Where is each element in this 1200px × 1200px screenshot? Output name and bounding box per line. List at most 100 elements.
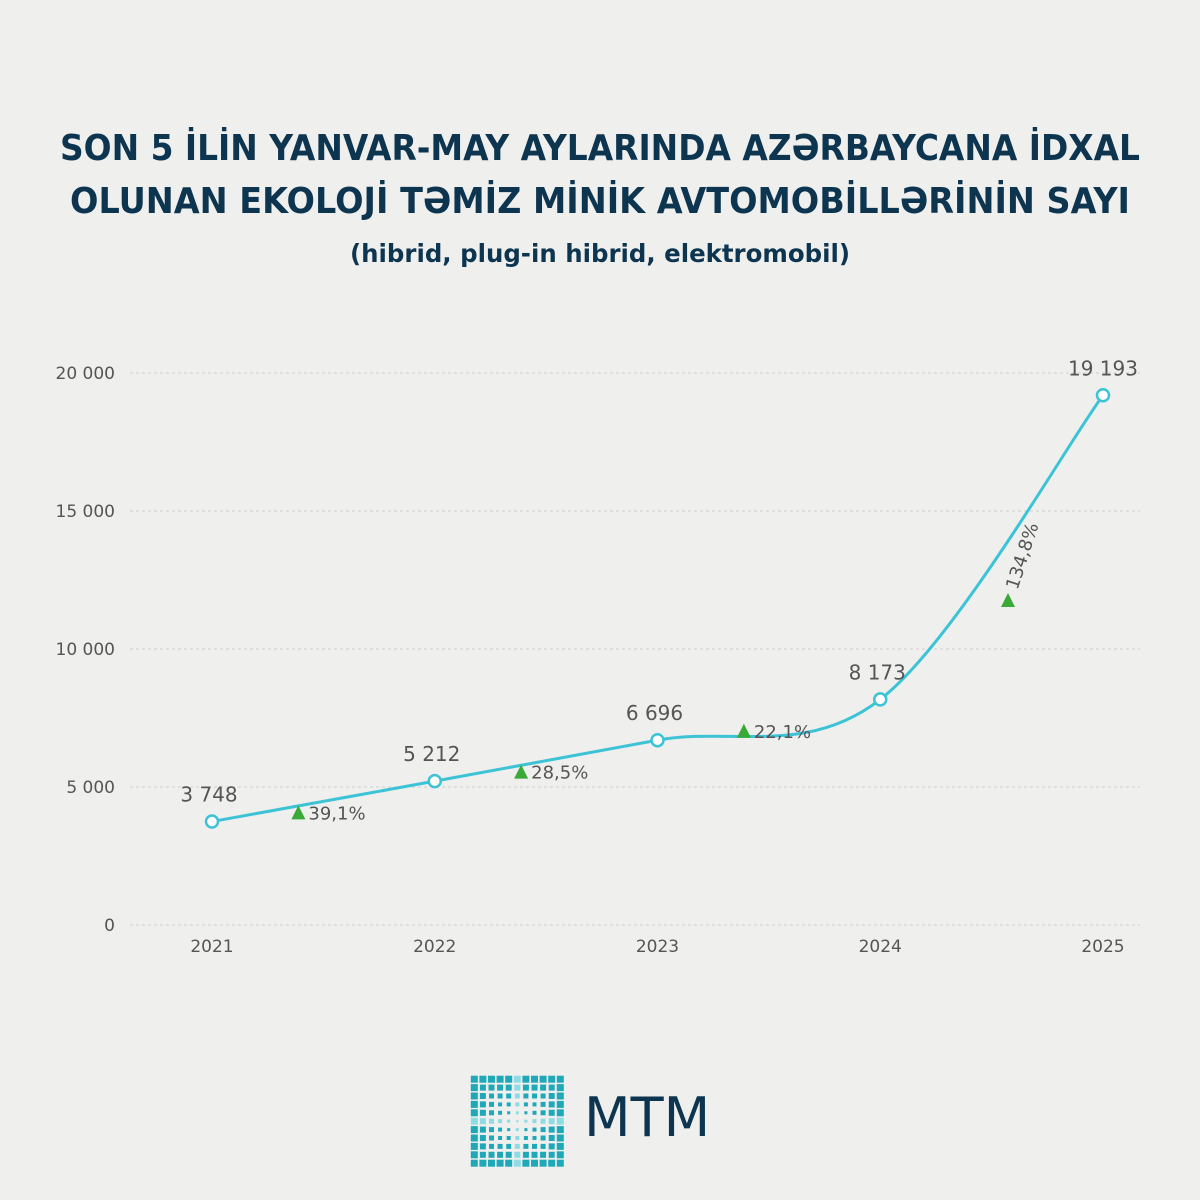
x-tick-label: 2023 [636, 937, 679, 957]
logo-cell [556, 1109, 564, 1117]
point [873, 692, 888, 707]
logo-cell [548, 1084, 555, 1091]
logo-cell [514, 1143, 520, 1149]
logo-cell [531, 1151, 538, 1158]
logo-cell [540, 1127, 546, 1133]
logo-cell [548, 1159, 556, 1167]
logo-cell [532, 1119, 537, 1124]
logo-cell [556, 1084, 564, 1092]
logo-cell [479, 1118, 486, 1125]
x-tick-label: 2022 [413, 937, 456, 957]
logo-cell [470, 1092, 478, 1100]
logo-cell [479, 1143, 486, 1150]
growth-label: 22,1% [754, 722, 811, 743]
logo-cell [506, 1143, 512, 1149]
logo-cell [523, 1102, 528, 1107]
logo-cell [497, 1084, 504, 1091]
logo-cell [489, 1118, 494, 1124]
y-tick-label: 20 000 [56, 364, 115, 384]
logo-cell [524, 1111, 528, 1115]
logo-cell [498, 1119, 503, 1124]
logo-cell [497, 1151, 504, 1158]
logo-cell [539, 1159, 547, 1167]
logo-cell [556, 1151, 564, 1159]
growth-arrow [514, 764, 529, 779]
logo-cell [506, 1102, 511, 1107]
logo-cell [498, 1110, 503, 1115]
logo-cell [497, 1093, 503, 1099]
logo-cell [514, 1084, 521, 1091]
logo-cell [556, 1075, 564, 1083]
logo-cell [540, 1093, 546, 1099]
logo-cell [532, 1102, 537, 1107]
logo-cell [470, 1126, 478, 1134]
logo-cell [470, 1159, 478, 1167]
logo-cell [540, 1118, 546, 1124]
logo-cell [556, 1092, 564, 1100]
value-label: 6 696 [626, 701, 683, 725]
logo-cell [470, 1075, 478, 1083]
value-label: 3 748 [180, 783, 237, 807]
logo-cell [532, 1136, 537, 1140]
logo-cell [513, 1159, 521, 1167]
logo-cell [556, 1126, 564, 1134]
logo-cell [514, 1151, 521, 1158]
logo-cell [470, 1151, 478, 1159]
logo-cell [539, 1075, 547, 1083]
logo-cell [531, 1159, 538, 1167]
logo-cell [470, 1142, 478, 1150]
logo-cell [479, 1109, 486, 1116]
value-label: 19 193 [1068, 356, 1138, 380]
point [650, 732, 665, 748]
logo-cell [522, 1075, 530, 1083]
logo-cell [548, 1093, 555, 1099]
logo-cell [479, 1159, 487, 1167]
logo-cell [548, 1143, 555, 1150]
point [204, 814, 220, 829]
logo-cell [540, 1143, 546, 1149]
logo-cell [524, 1119, 528, 1123]
logo-cell [479, 1093, 486, 1099]
growth-label: 28,5% [531, 763, 588, 784]
logo-cell [489, 1127, 494, 1133]
logo-cell [488, 1159, 495, 1167]
logo-cell [515, 1128, 519, 1132]
y-tick-label: 10 000 [56, 640, 115, 660]
y-tick-label: 0 [104, 916, 115, 936]
logo-cell [506, 1093, 512, 1099]
logo-cell [505, 1084, 512, 1091]
logo-cell [513, 1075, 521, 1083]
logo-cell [498, 1127, 503, 1132]
logo-cell [488, 1084, 495, 1091]
logo-cell [479, 1126, 486, 1133]
logo-cell [556, 1134, 564, 1142]
logo-cell [496, 1075, 504, 1083]
logo-cell [523, 1093, 529, 1099]
logo-cell [548, 1075, 556, 1083]
logo-cell [532, 1110, 537, 1115]
logo-cell [507, 1119, 511, 1123]
logo-cell [522, 1084, 529, 1091]
logo-cell [532, 1143, 537, 1149]
logo-cell [523, 1143, 529, 1149]
growth-arrow [1001, 593, 1015, 607]
logo-cell [548, 1118, 555, 1125]
logo-cell [523, 1136, 528, 1140]
logo-cell [522, 1159, 530, 1167]
value-label: 8 173 [849, 660, 906, 684]
x-tick-label: 2025 [1081, 937, 1124, 957]
logo-cell [479, 1151, 486, 1158]
point [427, 773, 442, 789]
logo-cell [506, 1136, 511, 1140]
logo-cell [505, 1159, 513, 1167]
growth-arrow [291, 805, 306, 820]
logo-cell [507, 1128, 511, 1132]
logo-cell [524, 1128, 528, 1132]
logo-cell [489, 1135, 494, 1141]
logo-cell [516, 1120, 519, 1123]
logo-cell [498, 1136, 503, 1140]
logo-cell [497, 1143, 503, 1149]
title-line: OLUNAN EKOLOJİ TƏMİZ MİNİK AVTOMOBİLLƏRİ… [70, 180, 1130, 222]
